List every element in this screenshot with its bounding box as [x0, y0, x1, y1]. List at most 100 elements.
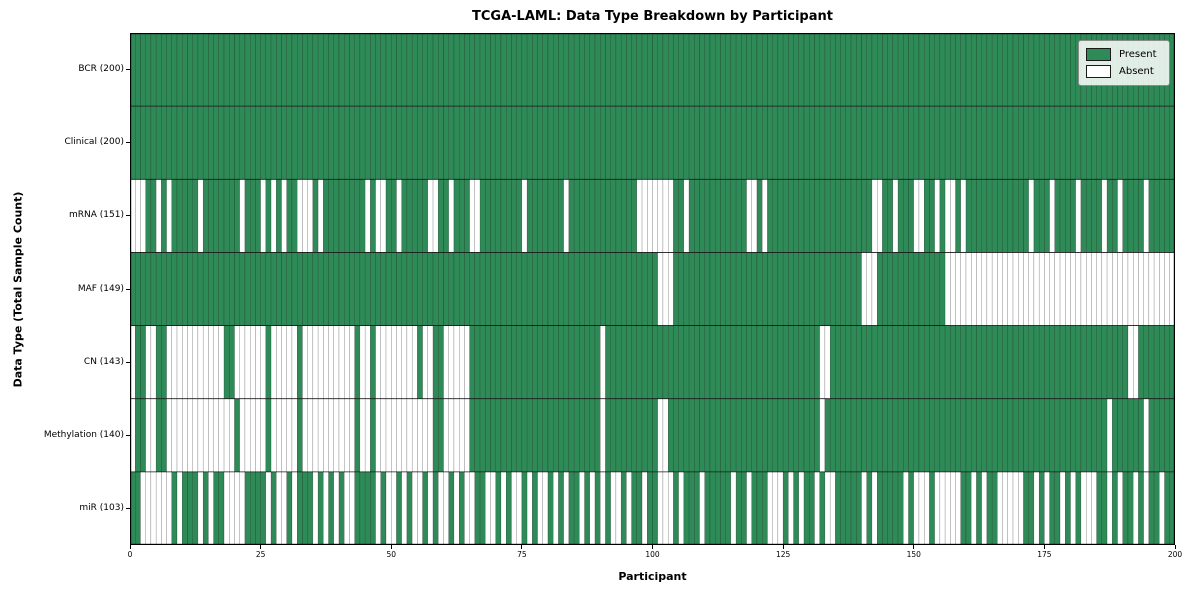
- heatmap-cell: [882, 179, 888, 253]
- heatmap-cell: [192, 471, 199, 545]
- heatmap-cell: [573, 105, 580, 180]
- heatmap-cell: [986, 325, 993, 399]
- heatmap-cell: [939, 325, 946, 399]
- heatmap-cell: [568, 471, 575, 545]
- heatmap-cell: [918, 105, 925, 180]
- heatmap-cell: [375, 105, 381, 180]
- heatmap-cell: [1012, 325, 1019, 399]
- heatmap-cell: [511, 105, 517, 180]
- heatmap-cell: [589, 252, 596, 326]
- heatmap-cell: [558, 33, 564, 107]
- heatmap-cell: [401, 105, 408, 180]
- heatmap-cell: [986, 252, 993, 326]
- heatmap-cell: [871, 105, 878, 180]
- heatmap-cell: [908, 105, 914, 180]
- heatmap-cell: [281, 33, 287, 107]
- heatmap-cell: [354, 179, 361, 253]
- heatmap-cell: [202, 33, 209, 107]
- heatmap-cell: [1117, 105, 1123, 180]
- heatmap-cell: [155, 252, 162, 326]
- heatmap-cell: [244, 33, 251, 107]
- heatmap-cell: [793, 398, 799, 473]
- heatmap-cell: [971, 252, 977, 326]
- heatmap-cell: [307, 398, 314, 473]
- heatmap-cell: [709, 398, 716, 473]
- heatmap-cell: [615, 33, 622, 107]
- heatmap-cell: [547, 471, 554, 545]
- heatmap-cell: [944, 179, 951, 253]
- heatmap-cell: [370, 471, 376, 545]
- heatmap-cell: [192, 398, 199, 473]
- heatmap-cell: [281, 325, 287, 399]
- heatmap-cell: [500, 252, 507, 326]
- heatmap-cell: [756, 398, 763, 473]
- heatmap-cell: [1059, 398, 1066, 473]
- heatmap-cell: [652, 325, 658, 399]
- x-tick-label: 75: [517, 550, 527, 559]
- heatmap-cell: [725, 398, 732, 473]
- heatmap-cell: [140, 33, 146, 107]
- heatmap-cell: [809, 179, 815, 253]
- heatmap-cell: [1133, 325, 1139, 399]
- heatmap-cell: [1164, 325, 1170, 399]
- heatmap-cell: [1096, 252, 1103, 326]
- heatmap-cell: [234, 325, 240, 399]
- heatmap-cell: [829, 252, 836, 326]
- heatmap-cell: [1106, 105, 1113, 180]
- heatmap-cell: [490, 398, 496, 473]
- heatmap-cell: [673, 33, 679, 107]
- heatmap-cell: [516, 398, 523, 473]
- heatmap-cell: [1012, 471, 1019, 545]
- heatmap-cell: [448, 179, 455, 253]
- heatmap-cell: [474, 398, 481, 473]
- heatmap-cell: [1159, 105, 1165, 180]
- heatmap-cell: [208, 179, 214, 253]
- heatmap-cell: [997, 179, 1003, 253]
- heatmap-cell: [871, 33, 878, 107]
- heatmap-cell: [694, 105, 700, 180]
- heatmap-cell: [532, 33, 538, 107]
- heatmap-cell: [840, 33, 846, 107]
- heatmap-cell: [218, 471, 225, 545]
- heatmap-cell: [1038, 471, 1045, 545]
- heatmap-cell: [573, 398, 580, 473]
- heatmap-cell: [892, 105, 899, 180]
- heatmap-cell: [662, 179, 669, 253]
- heatmap-cell: [187, 398, 193, 473]
- heatmap-cell: [1075, 325, 1082, 399]
- heatmap-cell: [312, 105, 319, 180]
- heatmap-cell: [229, 33, 235, 107]
- heatmap-cell: [490, 33, 496, 107]
- heatmap-cell: [777, 252, 784, 326]
- heatmap-cell: [223, 398, 230, 473]
- heatmap-cell: [176, 105, 183, 180]
- heatmap-cell: [161, 398, 167, 473]
- heatmap-cell: [176, 252, 183, 326]
- heatmap-cell: [991, 325, 998, 399]
- heatmap-cell: [1133, 471, 1139, 545]
- heatmap-cell: [229, 105, 235, 180]
- heatmap-cell: [647, 471, 653, 545]
- heatmap-cell: [814, 471, 820, 545]
- heatmap-cell: [845, 325, 852, 399]
- heatmap-cell: [453, 325, 460, 399]
- heatmap-cell: [756, 252, 763, 326]
- heatmap-cell: [140, 398, 146, 473]
- heatmap-cell: [803, 179, 810, 253]
- heatmap-cell: [950, 252, 956, 326]
- heatmap-cell: [521, 179, 528, 253]
- heatmap-cell: [1028, 252, 1035, 326]
- heatmap-cell: [793, 105, 799, 180]
- heatmap-cell: [155, 105, 162, 180]
- heatmap-cell: [652, 33, 658, 107]
- heatmap-cell: [1080, 179, 1087, 253]
- heatmap-cell: [411, 179, 418, 253]
- heatmap-cell: [709, 33, 716, 107]
- heatmap-cell: [589, 325, 596, 399]
- heatmap-cell: [521, 471, 528, 545]
- heatmap-cell: [1038, 33, 1045, 107]
- heatmap-cell: [458, 179, 465, 253]
- heatmap-cell: [809, 33, 815, 107]
- heatmap-cell: [255, 33, 261, 107]
- heatmap-cell: [291, 398, 298, 473]
